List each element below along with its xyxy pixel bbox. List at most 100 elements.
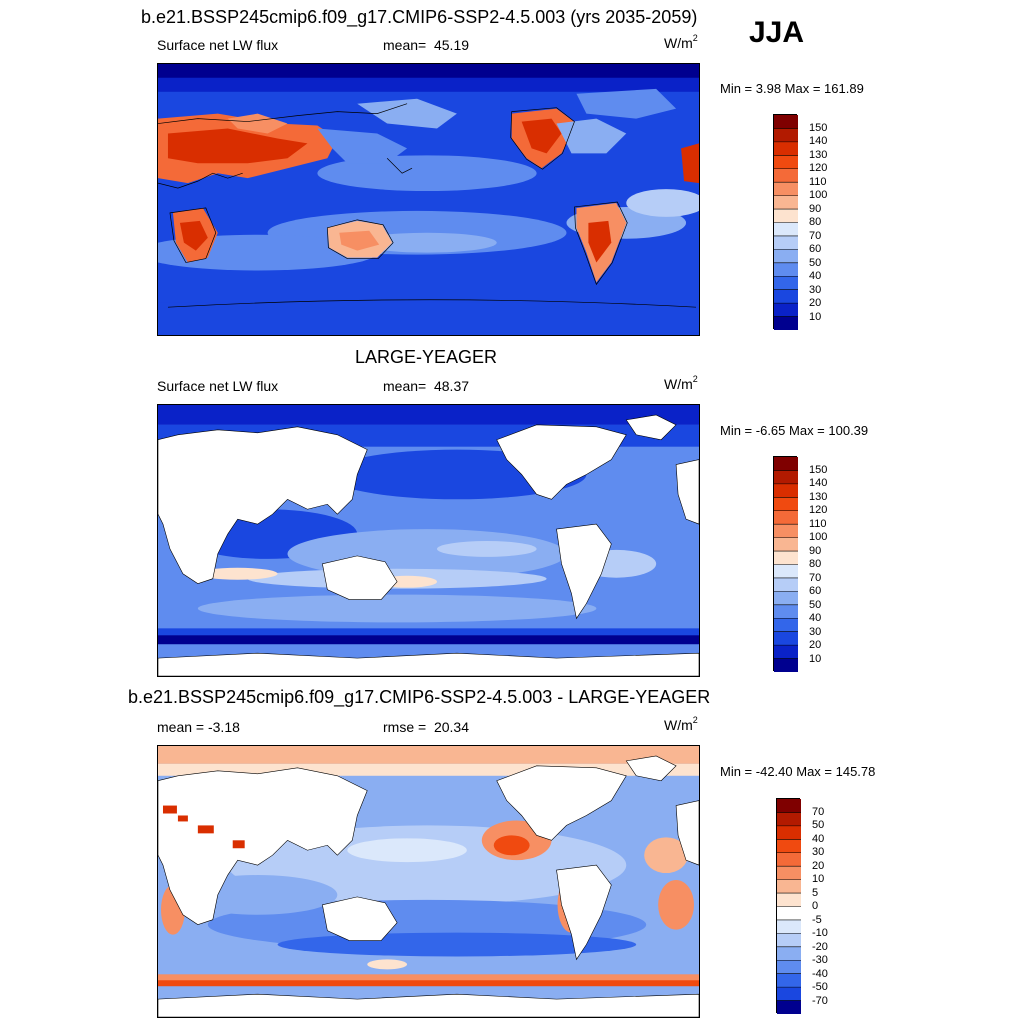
colorbar-label: 40 — [812, 833, 825, 845]
colorbar-swatch — [774, 168, 798, 183]
units-base: W/m — [664, 376, 693, 392]
units-base: W/m — [664, 717, 693, 733]
colorbar-label: 100 — [809, 189, 828, 201]
panel3-rmse-value: 20.34 — [433, 719, 470, 735]
colorbar-swatch — [774, 316, 798, 331]
colorbar-label: 140 — [809, 477, 828, 489]
colorbar-label: 20 — [809, 639, 822, 651]
panel3-title: b.e21.BSSP245cmip6.f09_g17.CMIP6-SSP2-4.… — [128, 687, 711, 707]
colorbar-label: 60 — [809, 585, 822, 597]
colorbar-label: 130 — [809, 491, 828, 503]
colorbar-label: -20 — [812, 941, 828, 953]
colorbar-label: -70 — [812, 995, 828, 1007]
colorbar-swatch — [774, 235, 798, 250]
colorbar-label: 5 — [812, 887, 819, 899]
panel1-mean-label: mean= — [383, 37, 427, 53]
colorbar-label: 10 — [809, 653, 822, 665]
colorbar-swatch — [774, 497, 798, 512]
colorbar-swatch — [774, 604, 798, 619]
colorbar-swatches — [776, 798, 801, 1015]
colorbar-swatch — [777, 893, 801, 907]
colorbar-swatch — [777, 987, 801, 1002]
colorbar-svg — [774, 457, 798, 673]
panel2-units: W/m2 — [664, 375, 698, 392]
colorbar-label: 70 — [809, 572, 822, 584]
panel1-variable: Surface net LW flux — [157, 37, 279, 53]
colorbar-label: 60 — [809, 243, 822, 255]
colorbar-label: 0 — [812, 900, 819, 912]
colorbar-label: -10 — [812, 927, 828, 939]
panel3-units: W/m2 — [664, 715, 698, 733]
colorbar-label: 150 — [809, 122, 828, 134]
colorbar-swatch — [774, 510, 798, 525]
panel2-mean: mean= 48.37 — [383, 379, 469, 393]
panel3-minmax: Min = -42.40 Max = 145.78 — [720, 764, 876, 779]
colorbar-swatch — [777, 973, 801, 988]
colorbar-label: 10 — [809, 311, 822, 323]
panel3-field — [158, 746, 699, 1017]
panel2-field — [158, 405, 699, 676]
colorbar-swatch — [774, 537, 798, 552]
colorbar-swatch — [774, 141, 798, 156]
panel3-map — [157, 745, 700, 1018]
colorbar-swatch — [774, 457, 798, 471]
colorbar-label: 40 — [809, 270, 822, 282]
colorbar-label: 10 — [812, 873, 825, 885]
panel1-minmax: Min = 3.98 Max = 161.89 — [720, 81, 864, 96]
colorbar-swatch — [777, 960, 801, 975]
colorbar-swatch — [774, 115, 798, 129]
colorbar-swatch — [774, 128, 798, 143]
colorbar-swatches — [773, 456, 798, 673]
units-exp: 2 — [692, 33, 698, 43]
colorbar-swatch — [777, 799, 801, 813]
colorbar-swatch — [774, 262, 798, 277]
colorbar-label: 80 — [809, 558, 822, 570]
colorbar-swatch — [777, 852, 801, 867]
colorbar-label: 140 — [809, 135, 828, 147]
panel3-rmse: rmse = 20.34 — [383, 720, 469, 734]
colorbar-label: 20 — [812, 860, 825, 872]
colorbar-label: 120 — [809, 162, 828, 174]
colorbar-swatch — [774, 209, 798, 223]
panel3-rmse-label: rmse = — [383, 719, 427, 735]
colorbar-swatch — [774, 195, 798, 210]
colorbar-swatch — [777, 933, 801, 948]
colorbar-swatch — [774, 155, 798, 170]
panel1-mean-value: 45.19 — [433, 37, 470, 53]
panel3-mean: mean = -3.18 — [157, 719, 240, 735]
colorbar-svg — [777, 799, 801, 1015]
units-base: W/m — [664, 35, 693, 51]
panel1-mean: mean= 45.19 — [383, 38, 469, 52]
colorbar-label: 30 — [812, 846, 825, 858]
panel1-units: W/m2 — [664, 33, 698, 51]
colorbar-swatch — [777, 879, 801, 894]
colorbar-swatch — [774, 182, 798, 197]
colorbar-label: 30 — [809, 284, 822, 296]
panel1-map — [157, 63, 700, 336]
units-exp: 2 — [692, 715, 698, 725]
colorbar-swatch — [777, 906, 801, 921]
colorbar-label: 30 — [809, 626, 822, 638]
colorbar-label: 20 — [809, 297, 822, 309]
colorbar-label: 110 — [809, 518, 827, 530]
colorbar-swatch — [774, 303, 798, 318]
colorbar-label: -30 — [812, 954, 828, 966]
colorbar-swatch — [774, 289, 798, 304]
colorbar-swatch — [774, 577, 798, 592]
panel2-title: LARGE-YEAGER — [355, 347, 498, 367]
colorbar-swatch — [774, 658, 798, 673]
colorbar-label: 50 — [809, 599, 822, 611]
colorbar-label: 70 — [812, 806, 825, 818]
colorbar-swatch — [777, 825, 801, 840]
colorbar-label: -50 — [812, 981, 828, 993]
colorbar-label: 150 — [809, 464, 828, 476]
colorbar-swatch — [774, 249, 798, 264]
colorbar-swatch — [774, 551, 798, 565]
colorbar-label: 90 — [809, 545, 822, 557]
colorbar-swatch — [774, 222, 798, 237]
colorbar-swatch — [777, 839, 801, 854]
colorbar-label: 80 — [809, 216, 822, 228]
colorbar-label: 130 — [809, 149, 828, 161]
panel2-minmax: Min = -6.65 Max = 100.39 — [720, 423, 869, 438]
colorbar-swatch — [774, 645, 798, 660]
